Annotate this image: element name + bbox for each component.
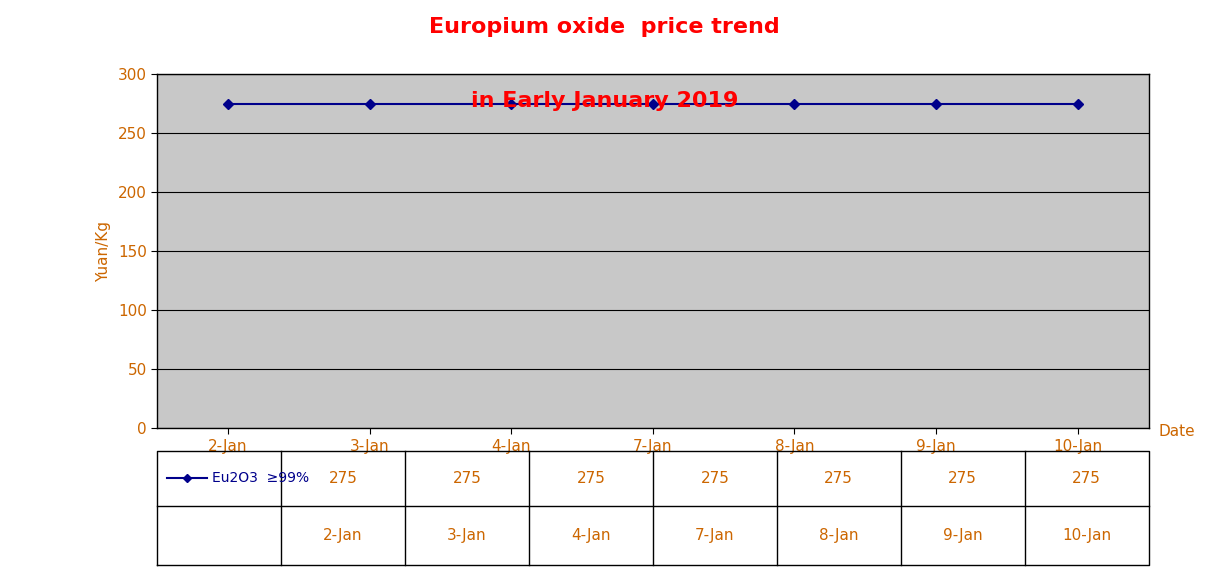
Y-axis label: Yuan/Kg: Yuan/Kg	[96, 221, 111, 282]
Text: Eu2O3  ≥99%: Eu2O3 ≥99%	[212, 472, 308, 485]
Text: Date: Date	[1158, 424, 1194, 439]
Text: 275: 275	[577, 471, 606, 486]
Text: 275: 275	[452, 471, 481, 486]
Text: in Early January 2019: in Early January 2019	[470, 91, 739, 111]
Text: 275: 275	[1072, 471, 1101, 486]
Text: 8-Jan: 8-Jan	[818, 528, 858, 543]
Text: 275: 275	[329, 471, 358, 486]
Text: Europium oxide  price trend: Europium oxide price trend	[429, 17, 780, 37]
Text: 4-Jan: 4-Jan	[571, 528, 611, 543]
Text: 275: 275	[948, 471, 977, 486]
Text: 275: 275	[700, 471, 729, 486]
Text: 275: 275	[825, 471, 854, 486]
Text: 2-Jan: 2-Jan	[323, 528, 363, 543]
Text: 10-Jan: 10-Jan	[1062, 528, 1111, 543]
Text: 3-Jan: 3-Jan	[447, 528, 487, 543]
Text: 7-Jan: 7-Jan	[695, 528, 735, 543]
Text: 9-Jan: 9-Jan	[943, 528, 983, 543]
